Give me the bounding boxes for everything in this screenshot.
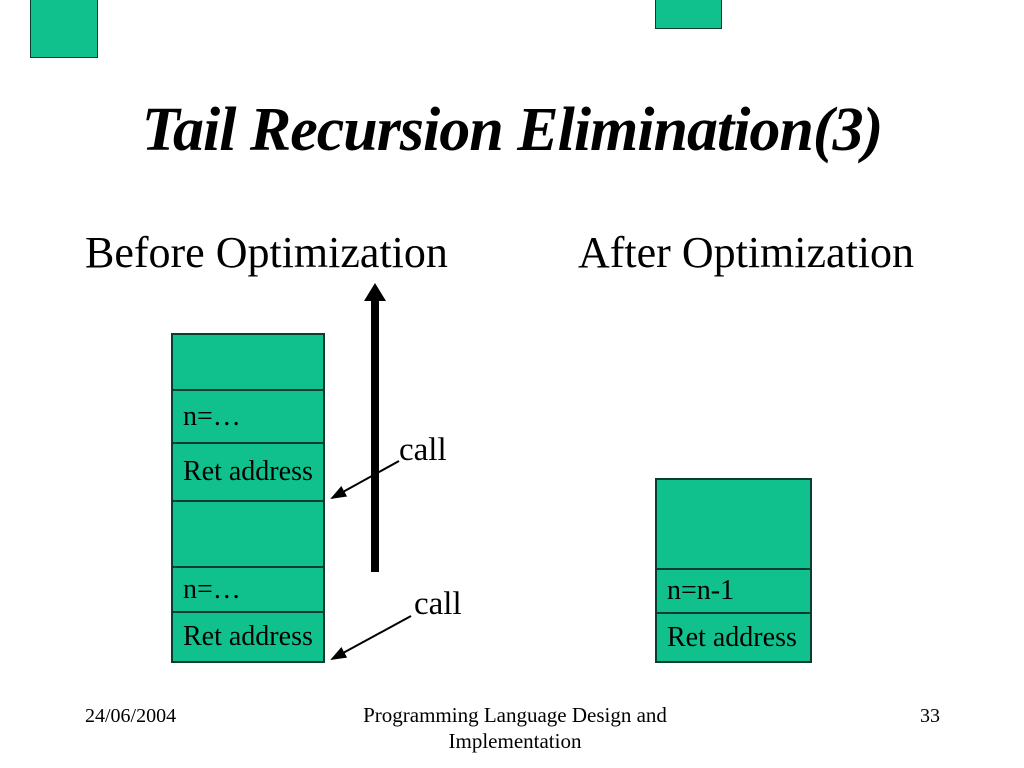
footer-course-title: Programming Language Design and Implemen… [347, 702, 683, 754]
page-number: 33 [920, 705, 940, 727]
stack-cell-n: n=n-1 [657, 570, 810, 614]
after-stack-diagram: n=n-1 Ret address [655, 478, 812, 663]
slide-title: Tail Recursion Elimination(3) [141, 96, 883, 164]
stack-cell-ret-address: Ret address [667, 621, 797, 653]
before-optimization-heading: Before Optimization [85, 228, 448, 277]
corner-decoration-left [30, 0, 98, 58]
call-label-2: call [414, 586, 462, 622]
footer-date: 24/06/2004 [85, 705, 177, 727]
stack-cell-empty [657, 480, 810, 570]
footer-course-title-line2: Implementation [448, 729, 582, 753]
stack-cell-n: n=… [173, 391, 323, 444]
stack-cell-empty [173, 502, 323, 568]
stack-cell-empty [173, 335, 323, 391]
call-arrow-2 [330, 615, 412, 660]
stack-cell-n: n=… [173, 568, 323, 613]
stack-growth-arrowhead-icon [364, 283, 386, 301]
footer-course-title-line1: Programming Language Design and [363, 703, 667, 727]
stack-cell-ret-address: Ret address [183, 621, 313, 652]
after-optimization-heading: After Optimization [578, 228, 915, 277]
call-label-1: call [399, 432, 447, 468]
call-arrow-1 [330, 460, 400, 499]
before-stack-diagram: n=… Ret address n=… Ret address [171, 333, 325, 663]
corner-decoration-right [655, 0, 722, 29]
stack-cell-ret-address: Ret address [173, 444, 323, 502]
